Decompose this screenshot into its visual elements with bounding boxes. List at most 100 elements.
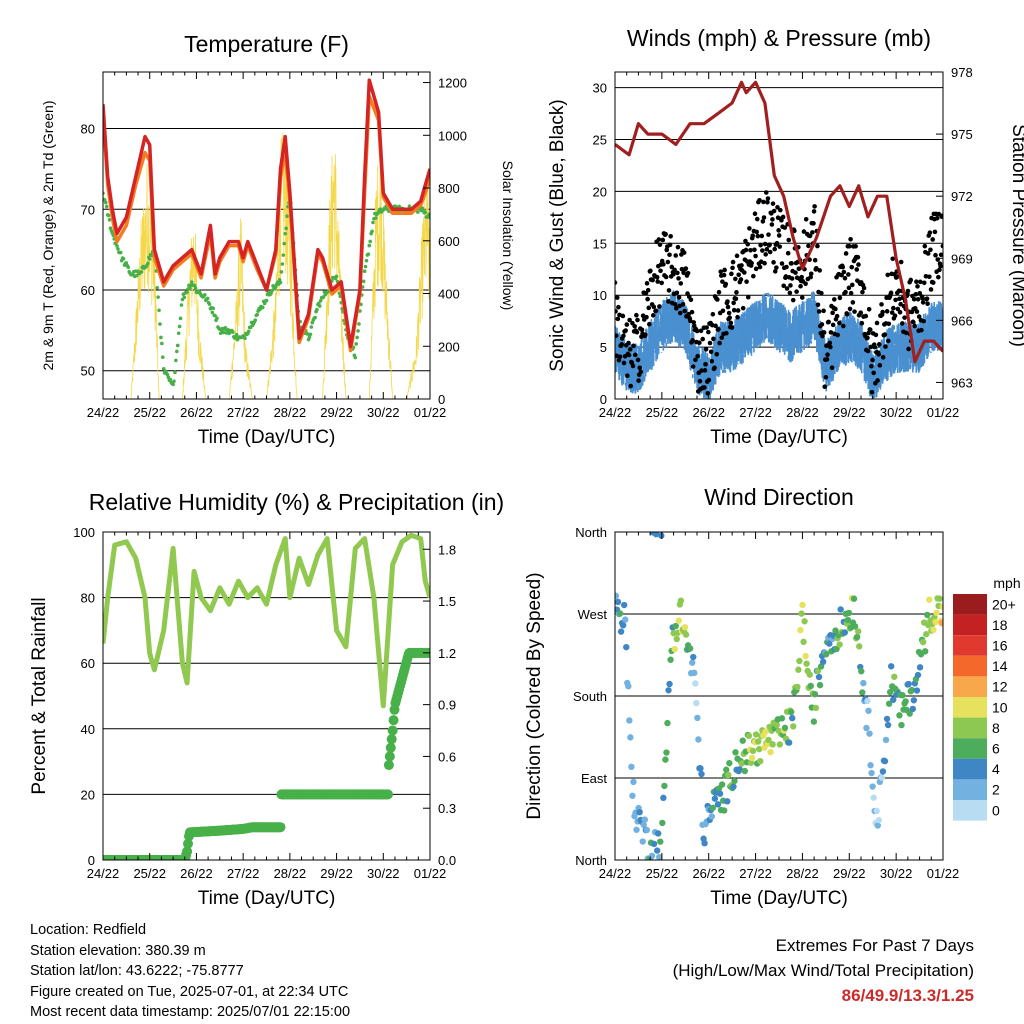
y2-tick-label: 963 xyxy=(951,375,973,390)
point-direction xyxy=(650,840,658,848)
point-gust xyxy=(709,358,715,364)
x-tick-label: 24/22 xyxy=(599,866,632,881)
point-gust xyxy=(782,225,788,230)
extremes-values: 86/49.9/13.3/1.25 xyxy=(841,986,974,1005)
legend-swatch xyxy=(953,655,987,677)
point-direction xyxy=(800,638,807,646)
x-tick-label: 25/22 xyxy=(133,405,166,420)
point-rainfall xyxy=(385,742,396,753)
x-tick-label: 30/22 xyxy=(880,405,913,420)
y-tick-label: 60 xyxy=(81,656,95,671)
point-direction xyxy=(816,681,824,689)
point-dewpoint xyxy=(308,332,313,337)
point-gust xyxy=(686,311,691,317)
point-direction xyxy=(665,687,672,694)
point-direction xyxy=(769,741,776,748)
x-tick-label: 27/22 xyxy=(739,866,772,881)
point-gust xyxy=(631,343,636,349)
point-gust xyxy=(831,297,837,302)
point-direction xyxy=(738,760,745,767)
point-direction xyxy=(806,671,813,678)
point-dewpoint xyxy=(213,313,217,318)
point-gust xyxy=(644,281,650,286)
point-rainfall xyxy=(387,725,398,736)
point-direction xyxy=(798,610,805,617)
point-direction xyxy=(823,651,830,658)
point-gust xyxy=(856,262,861,267)
point-gust xyxy=(789,261,794,266)
extremes-subheading: (High/Low/Max Wind/Total Precipitation) xyxy=(672,961,974,980)
point-direction xyxy=(657,838,664,845)
point-gust xyxy=(753,266,759,272)
x-axis-label: Time (Day/UTC) xyxy=(198,888,336,909)
point-gust xyxy=(780,214,786,220)
point-gust xyxy=(738,277,744,282)
point-gust xyxy=(765,199,770,205)
point-gust xyxy=(681,250,687,255)
point-direction xyxy=(939,603,943,610)
y-tick-label: 20 xyxy=(81,787,95,802)
y-tick-label: 20 xyxy=(593,184,607,199)
point-dewpoint xyxy=(354,342,358,346)
point-gust xyxy=(890,256,896,262)
point-gust xyxy=(676,276,681,281)
y2-tick-label: 1000 xyxy=(438,128,467,143)
point-gust xyxy=(938,252,943,258)
point-gust xyxy=(855,254,861,260)
point-gust xyxy=(730,265,735,271)
point-direction xyxy=(736,766,743,773)
point-dewpoint xyxy=(155,285,159,290)
point-dewpoint xyxy=(182,295,187,300)
point-direction xyxy=(841,629,848,636)
point-dewpoint xyxy=(270,288,274,293)
point-gust xyxy=(663,274,669,280)
point-direction xyxy=(619,622,627,629)
point-direction xyxy=(653,847,661,854)
point-gust xyxy=(748,247,753,253)
y2-tick-label: 1.8 xyxy=(438,542,456,557)
point-gust xyxy=(842,275,848,281)
point-gust xyxy=(837,320,842,326)
point-dewpoint xyxy=(134,273,139,278)
point-direction xyxy=(725,771,732,779)
point-gust xyxy=(846,285,852,291)
point-direction xyxy=(936,595,943,602)
point-direction xyxy=(748,754,756,762)
point-dewpoint xyxy=(160,355,165,360)
point-direction xyxy=(853,633,861,641)
point-dewpoint xyxy=(281,253,286,257)
point-direction xyxy=(662,756,669,763)
y-tick-label: 5 xyxy=(600,340,607,355)
legend-label: 10 xyxy=(992,699,1008,715)
point-gust xyxy=(673,253,679,258)
station-location: Location: Redfield xyxy=(30,922,147,938)
point-gust xyxy=(729,325,735,330)
point-direction xyxy=(723,766,730,773)
point-direction xyxy=(826,640,833,647)
point-gust xyxy=(849,282,855,288)
point-direction xyxy=(663,749,670,756)
point-gust xyxy=(650,277,655,283)
point-gust xyxy=(626,352,632,358)
point-direction xyxy=(765,736,772,744)
point-gust xyxy=(744,279,749,284)
point-gust xyxy=(770,201,776,206)
point-gust xyxy=(819,322,825,327)
point-gust xyxy=(671,271,676,277)
point-gust xyxy=(760,248,765,253)
point-gust xyxy=(624,322,630,327)
point-gust xyxy=(893,297,898,303)
point-gust xyxy=(711,336,716,342)
point-gust xyxy=(869,363,874,369)
point-dewpoint xyxy=(371,220,375,225)
point-gust xyxy=(833,306,838,312)
point-gust xyxy=(719,335,725,340)
point-gust xyxy=(705,390,711,396)
point-gust xyxy=(654,274,660,280)
point-gust xyxy=(900,321,905,326)
point-dewpoint xyxy=(173,370,177,375)
point-direction xyxy=(732,749,739,756)
point-gust xyxy=(816,309,822,314)
x-tick-label: 29/22 xyxy=(833,405,866,420)
y2-tick-label: 972 xyxy=(951,189,973,204)
